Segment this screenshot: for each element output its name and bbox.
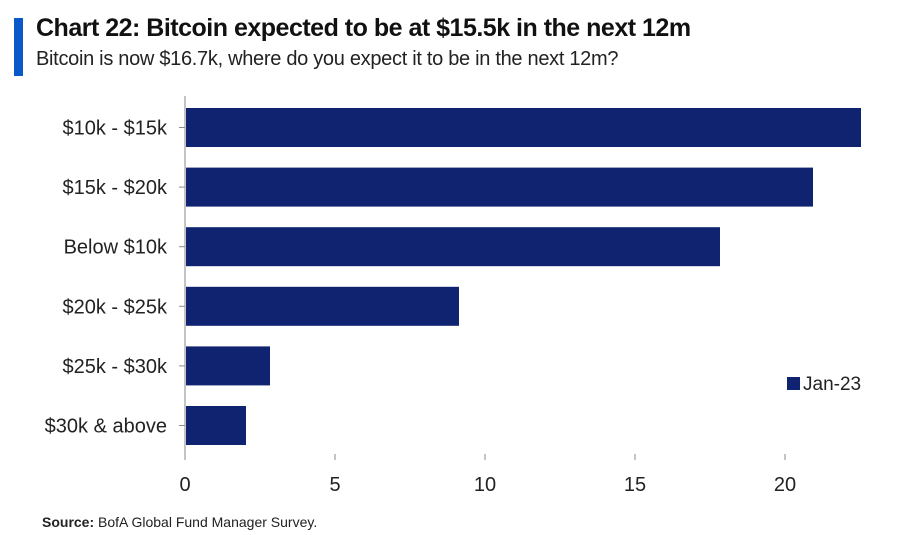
bar-1: [186, 108, 861, 147]
category-label-2: $15k - $20k: [62, 177, 168, 199]
source-note: Source: BofA Global Fund Manager Survey.: [42, 514, 317, 530]
category-label-5: $25k - $30k: [62, 356, 168, 378]
category-label-3: Below $10k: [64, 237, 168, 259]
category-label-1: $10k - $15k: [62, 118, 168, 140]
chart-title: Chart 22: Bitcoin expected to be at $15.…: [36, 14, 691, 42]
bar-2: [186, 167, 813, 207]
x-tick-label: 15: [624, 474, 646, 496]
bar-3: [186, 227, 720, 267]
legend-label: Jan-23: [803, 374, 861, 395]
bar-4: [186, 286, 459, 326]
x-tick-label: 10: [474, 474, 496, 496]
legend-swatch: [787, 377, 800, 390]
x-tick-label: 0: [179, 474, 190, 496]
bar-6: [186, 406, 246, 445]
x-tick-label: 5: [329, 474, 340, 496]
chart-subtitle: Bitcoin is now $16.7k, where do you expe…: [36, 48, 619, 70]
source-label: Source:: [42, 514, 95, 530]
category-label-4: $20k - $25k: [62, 296, 168, 318]
source-text: BofA Global Fund Manager Survey.: [98, 514, 318, 530]
bar-5: [186, 346, 270, 386]
category-label-6: $30k & above: [45, 416, 167, 438]
title-accent-bar: [14, 18, 23, 76]
x-tick-label: 20: [774, 474, 796, 496]
